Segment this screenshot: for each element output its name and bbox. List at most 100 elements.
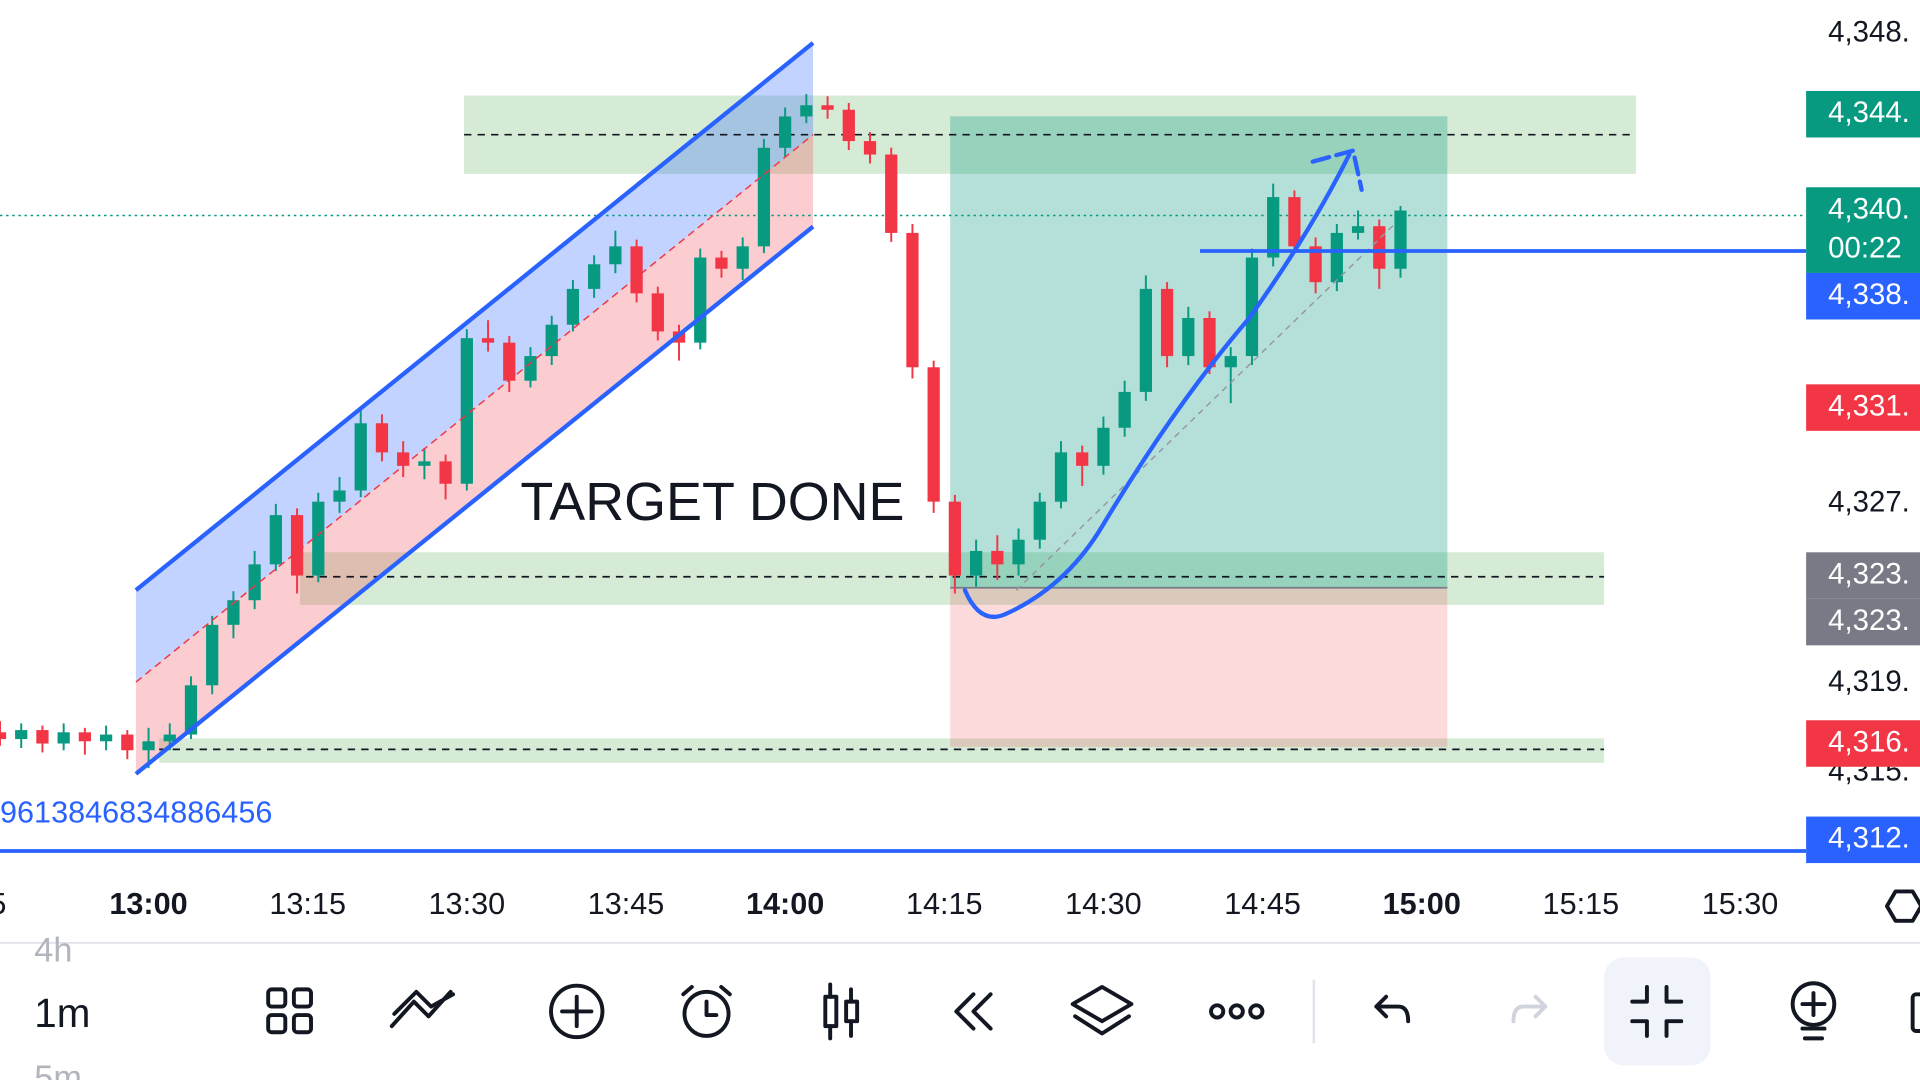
profit-zone: [950, 116, 1448, 588]
candle-body: [333, 490, 346, 502]
candle-body: [609, 246, 622, 265]
x-tick-label: 15:30: [1702, 887, 1779, 921]
curve: [962, 152, 1352, 619]
x-tick-label: 13:30: [429, 887, 506, 921]
x-tick-label: 14:00: [746, 887, 824, 921]
add-icon[interactable]: [549, 983, 605, 1040]
x-tick-label: 14:15: [906, 887, 983, 921]
candle-body: [1267, 197, 1280, 258]
drawing-icon[interactable]: [389, 989, 456, 1029]
undo-icon[interactable]: [1374, 994, 1411, 1024]
price-badge-label: 4,312.: [1828, 822, 1910, 855]
x-tick-label: 14:45: [1224, 887, 1301, 921]
candle-body: [1394, 210, 1407, 269]
candle-body: [418, 461, 431, 466]
more-icon[interactable]: [1209, 1003, 1265, 1020]
candle-body: [906, 232, 919, 368]
price-badge-label: 4,331.: [1828, 389, 1910, 422]
x-tick-label: 45: [0, 887, 6, 921]
annotation: 9613846834886456: [0, 795, 272, 829]
candle-body: [885, 154, 898, 233]
candle-body: [269, 515, 282, 565]
interval-current[interactable]: 1m: [34, 990, 90, 1036]
channel-line: [134, 41, 815, 592]
x-tick-label: 14:30: [1065, 887, 1142, 921]
layout-icon[interactable]: [266, 987, 313, 1035]
channel-line: [134, 224, 815, 776]
collapse-icon[interactable]: [1630, 984, 1684, 1038]
candle-body: [78, 732, 92, 742]
candle-body: [757, 147, 771, 247]
candle-body: [715, 257, 728, 269]
candle-body: [863, 141, 877, 155]
price-badge-label: 4,316.: [1828, 725, 1910, 758]
candle-body: [163, 734, 176, 742]
price-badge: [1806, 598, 1920, 646]
candle-body: [1118, 391, 1131, 428]
loss-zone: [950, 587, 1448, 747]
price-badge-label: 4,340.: [1828, 192, 1910, 225]
channel-upper: [135, 42, 814, 683]
chart-type-icon[interactable]: [823, 982, 860, 1041]
price-badge-label: 4,338.: [1828, 278, 1910, 311]
candle-body: [1160, 288, 1174, 357]
arrow-head: [1310, 147, 1364, 192]
candle-body: [545, 324, 558, 357]
candle-body: [481, 338, 495, 343]
candle-body: [694, 257, 707, 343]
zone: [159, 738, 1605, 763]
candle-body: [1245, 257, 1259, 357]
candle-body: [1288, 197, 1301, 247]
replay-icon[interactable]: [954, 992, 993, 1031]
price-badge: [1806, 552, 1920, 599]
axes: 45 13:00 13:15 13:30 13:45 14:00 14:15 14:30 14:…: [0, 15, 1920, 921]
candle-body: [1351, 226, 1365, 233]
y-tick-label: 4,319.: [1828, 665, 1910, 698]
price-badge: [1806, 272, 1920, 320]
candle-body: [1330, 232, 1343, 283]
interval[interactable]: 4h: [34, 932, 72, 970]
layers-icon[interactable]: [1070, 984, 1134, 1036]
price-badge-label: 4,323.: [1828, 604, 1910, 637]
candle-body: [354, 423, 367, 491]
price-badge: [1806, 187, 1920, 273]
candle-body: [1139, 288, 1152, 392]
x-tick-label: 15:15: [1543, 887, 1620, 921]
candle-body: [1182, 318, 1195, 357]
price-badge: [1806, 90, 1920, 138]
price-badge: [1806, 720, 1920, 767]
price-badge-label: 4,344.: [1828, 96, 1910, 129]
candle-body: [184, 685, 198, 735]
candle-body: [1309, 246, 1322, 283]
button-bg: [1604, 957, 1711, 1066]
candle-body: [821, 105, 834, 110]
x-tick-label: 13:45: [588, 887, 665, 921]
candle-body: [630, 246, 643, 294]
candle-body: [1076, 452, 1089, 466]
candle-body: [736, 246, 749, 269]
candle-body: [524, 356, 537, 381]
candle-body: [969, 550, 983, 576]
candles: [0, 94, 1407, 769]
candle-body: [36, 730, 49, 744]
candle-body: [0, 732, 7, 740]
price-badge: [1806, 816, 1920, 864]
partial-icon[interactable]: [1910, 992, 1920, 1033]
candle-body: [800, 105, 813, 117]
redo-icon[interactable]: [1511, 994, 1548, 1024]
ideas-icon[interactable]: [1790, 981, 1837, 1041]
price-badge-label: 4,323.: [1828, 557, 1910, 590]
interval[interactable]: 5m: [34, 1059, 82, 1080]
overlays: TARGET DONE 9613846834886456: [0, 41, 1807, 853]
candle-body: [842, 109, 855, 142]
alert-icon[interactable]: [681, 984, 732, 1038]
candle-body: [121, 734, 134, 751]
candle-body: [566, 288, 580, 325]
price-badge: [1806, 384, 1920, 431]
candle-body: [375, 423, 389, 453]
candle-body: [57, 732, 70, 744]
candle-body: [503, 342, 516, 381]
settings-icon[interactable]: [1884, 889, 1920, 923]
candle-body: [460, 338, 473, 484]
